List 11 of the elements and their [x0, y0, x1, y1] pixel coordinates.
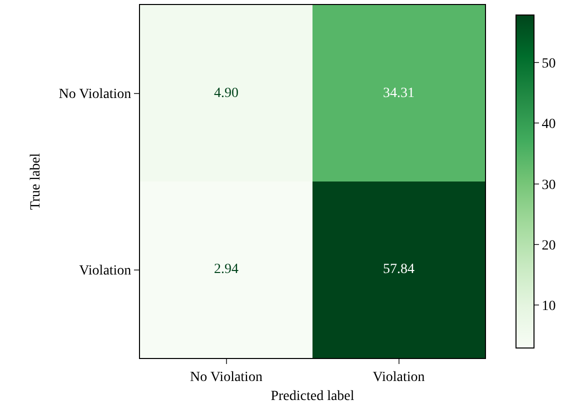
- data-label: 2.94: [214, 262, 238, 277]
- color-bar-label: 40: [542, 117, 556, 132]
- color-bar-label: 50: [542, 56, 556, 72]
- color-bar-label: 20: [542, 238, 556, 254]
- y-axis-title: True label: [28, 153, 44, 210]
- color-bar-label: 30: [542, 178, 556, 193]
- color-bar-label: 10: [542, 299, 556, 314]
- data-label: 34.31: [383, 86, 414, 101]
- data-label: 4.90: [214, 86, 238, 101]
- x-axis-title: Predicted label: [270, 389, 354, 404]
- data-label: 57.84: [383, 262, 414, 277]
